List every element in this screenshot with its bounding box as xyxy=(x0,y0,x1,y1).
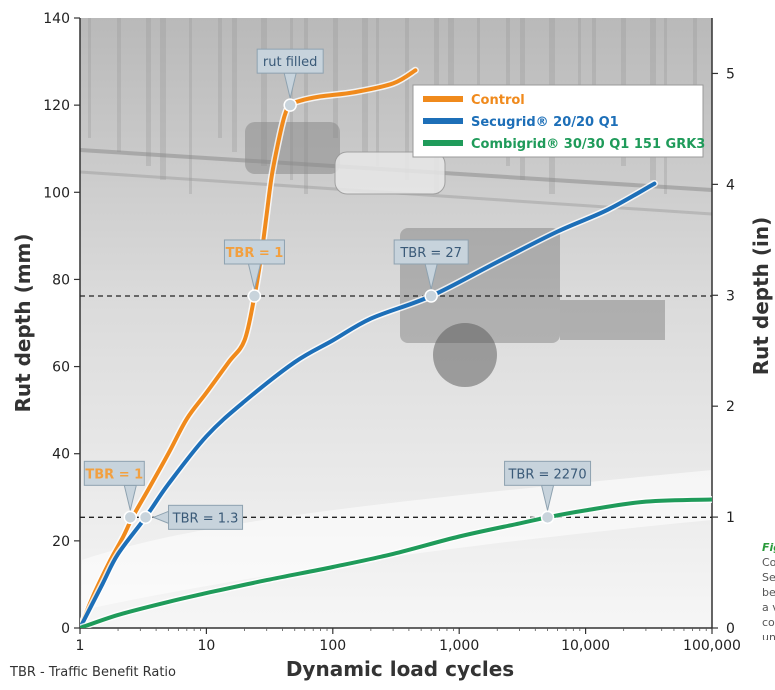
y-tick-label: 140 xyxy=(43,11,70,27)
tree-trunk xyxy=(88,18,91,138)
annotation-marker xyxy=(283,98,297,112)
y-tick-label: 120 xyxy=(43,98,70,114)
tree-trunk xyxy=(578,18,581,138)
y-tick-label: 100 xyxy=(43,185,70,201)
caption-figure-label: Fig xyxy=(762,541,775,554)
annotation-marker xyxy=(123,510,138,525)
y-right-tick-label: 5 xyxy=(726,66,735,82)
annotation-callout: TBR = 1 xyxy=(83,460,145,525)
y-right-tick-label: 4 xyxy=(726,177,735,193)
legend: Control Secugrid® 20/20 Q1 Combigrid® 30/3… xyxy=(412,84,705,158)
annotation-label: TBR = 1 xyxy=(85,467,143,482)
y-tick-label: 80 xyxy=(52,272,70,288)
tree-trunk xyxy=(218,18,222,138)
geogrid-roll xyxy=(82,470,712,610)
tree-trunk xyxy=(405,18,409,180)
y-right-tick-label: 1 xyxy=(726,510,735,526)
caption-line: co xyxy=(762,616,775,629)
x-axis-title: Dynamic load cycles xyxy=(286,657,514,681)
y-right-tick-label: 3 xyxy=(726,288,735,304)
annotation-callout: TBR = 1 xyxy=(223,239,285,303)
annotation-label: TBR = 2270 xyxy=(507,467,586,482)
callout-box xyxy=(256,48,324,74)
annotation-callout: TBR = 27 xyxy=(393,239,469,303)
legend-label: Secugrid® 20/20 Q1 xyxy=(471,115,619,130)
x-tick-label: 10 xyxy=(197,638,215,654)
callout-box xyxy=(168,504,244,530)
y-tick-label: 60 xyxy=(52,360,70,376)
y-right-tick-label: 2 xyxy=(726,399,735,415)
caption-line: Se xyxy=(762,571,775,584)
annotation-label: TBR = 1 xyxy=(226,246,284,261)
annotation-label: rut filled xyxy=(263,55,317,70)
tree-trunk xyxy=(160,18,166,180)
footnote: TBR - Traffic Benefit Ratio xyxy=(9,665,176,680)
tree-trunk xyxy=(376,18,379,166)
caption-line: Co xyxy=(762,556,775,569)
caption-line: be xyxy=(762,586,775,599)
tree-trunk xyxy=(146,18,151,166)
annotation-marker xyxy=(424,289,438,303)
callout-box xyxy=(83,460,145,486)
tree-trunk xyxy=(333,18,338,138)
tree-trunk xyxy=(261,18,267,166)
figure-caption-fragment: FigCoSebea vcounin xyxy=(762,540,775,640)
annotation-callout: rut filled xyxy=(256,48,324,112)
caption-line: a v xyxy=(762,601,775,614)
tree-trunk xyxy=(232,18,237,152)
x-tick-label: 10,000 xyxy=(561,638,610,654)
y-tick-label: 40 xyxy=(52,447,70,463)
x-tick-label: 1 xyxy=(76,638,85,654)
tree-trunk xyxy=(117,18,121,152)
annotation-label: TBR = 27 xyxy=(399,246,462,261)
tree-trunk xyxy=(362,18,368,152)
x-tick-label: 1,000 xyxy=(439,638,479,654)
tree-trunk xyxy=(693,18,697,138)
y-axis-title: Rut depth (mm) xyxy=(11,233,35,412)
tree-trunk xyxy=(448,18,454,138)
series-line-1 xyxy=(80,181,657,628)
legend-label: Combigrid® 30/30 Q1 151 GRK3 xyxy=(471,137,705,152)
callout-box xyxy=(504,460,592,486)
tree-trunk xyxy=(304,18,308,194)
caption-line: un xyxy=(762,631,775,640)
annotation-marker xyxy=(540,510,555,525)
y-tick-label: 0 xyxy=(61,621,70,637)
annotation-marker xyxy=(247,289,262,303)
vehicle-car xyxy=(334,151,446,195)
legend-label: Control xyxy=(471,93,525,108)
loader-wheel xyxy=(433,323,497,387)
tree-trunk xyxy=(189,18,192,194)
callout-box xyxy=(223,239,285,265)
callout-box xyxy=(393,239,469,265)
annotation-callout: TBR = 2270 xyxy=(504,460,592,525)
annotation-label: TBR = 1.3 xyxy=(172,511,239,526)
y-right-tick-label: 0 xyxy=(726,621,735,637)
loader-bucket xyxy=(560,300,665,340)
x-tick-label: 100 xyxy=(319,638,346,654)
y-tick-label: 20 xyxy=(52,534,70,550)
annotation-marker xyxy=(138,510,153,525)
y-right-axis-title: Rut depth (in) xyxy=(749,217,773,376)
vehicle-suv xyxy=(245,122,340,174)
x-tick-label: 100,000 xyxy=(683,638,741,654)
series-line-2 xyxy=(80,497,712,628)
annotation-callout: TBR = 1.3 xyxy=(138,504,244,530)
